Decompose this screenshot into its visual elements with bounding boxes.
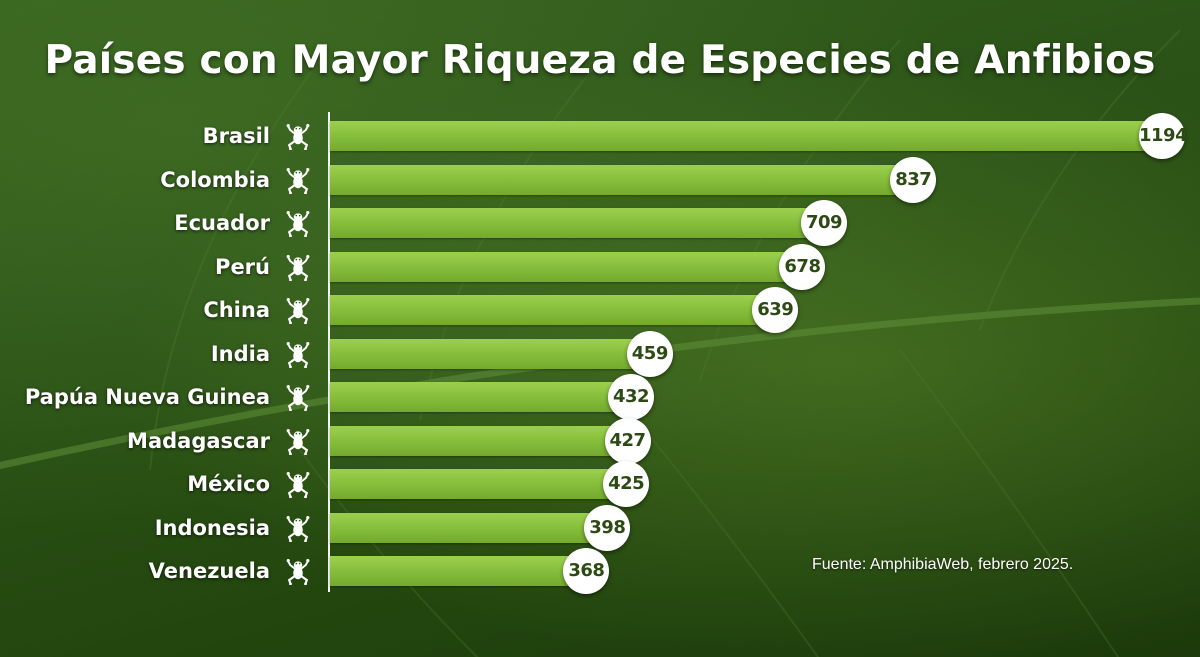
frog-icon <box>286 559 310 585</box>
category-label-china: China <box>203 298 270 322</box>
frog-icon <box>286 472 310 498</box>
value-label-papua-nueva-guinea: 432 <box>608 374 655 420</box>
frog-icon <box>286 167 310 194</box>
value-label-venezuela: 368 <box>563 548 610 594</box>
category-label-madagascar: Madagascar <box>127 428 270 453</box>
value-label-ecuador: 709 <box>801 200 848 246</box>
category-label-india: India <box>210 341 270 366</box>
category-label-mexico: México <box>187 472 270 496</box>
bar-madagascar <box>330 425 628 456</box>
category-label-papua-nueva-guinea: Papúa Nueva Guinea <box>24 385 270 409</box>
category-label-indonesia: Indonesia <box>154 515 270 540</box>
value-label-brasil: 1194 <box>1139 113 1188 159</box>
frog-icon <box>286 124 310 150</box>
frog-icon <box>286 341 310 368</box>
source-note: Fuente: AmphibiaWeb, febrero 2025. <box>812 556 1074 573</box>
bar-china <box>330 295 776 325</box>
value-label-madagascar: 427 <box>604 417 651 464</box>
frog-icon <box>286 428 310 455</box>
value-label-china: 639 <box>752 287 799 333</box>
category-label-peru: Perú <box>215 254 270 279</box>
category-axis-line <box>328 112 330 592</box>
bar-ecuador <box>330 208 825 238</box>
value-label-peru: 678 <box>779 243 826 290</box>
frog-icon <box>286 254 310 281</box>
bar-mexico <box>330 469 627 499</box>
category-label-colombia: Colombia <box>160 167 270 192</box>
value-label-colombia: 837 <box>890 156 937 203</box>
category-label-venezuela: Venezuela <box>148 559 270 583</box>
bar-peru <box>330 251 803 282</box>
bar-brasil <box>330 121 1162 151</box>
bar-venezuela <box>330 556 587 586</box>
frog-icon <box>286 298 310 324</box>
value-label-mexico: 425 <box>603 461 650 507</box>
frog-icon <box>286 515 310 542</box>
frog-icon <box>286 211 310 237</box>
chart-title: Países con Mayor Riqueza de Especies de … <box>44 38 1156 83</box>
bar-indonesia <box>330 512 608 543</box>
frog-icon <box>286 385 310 411</box>
value-label-indonesia: 398 <box>584 504 631 551</box>
bar-papua-nueva-guinea <box>330 382 632 412</box>
category-label-ecuador: Ecuador <box>174 211 270 235</box>
category-label-brasil: Brasil <box>202 124 270 148</box>
value-label-india: 459 <box>626 330 673 377</box>
bar-india <box>330 338 650 369</box>
bar-colombia <box>330 164 914 195</box>
